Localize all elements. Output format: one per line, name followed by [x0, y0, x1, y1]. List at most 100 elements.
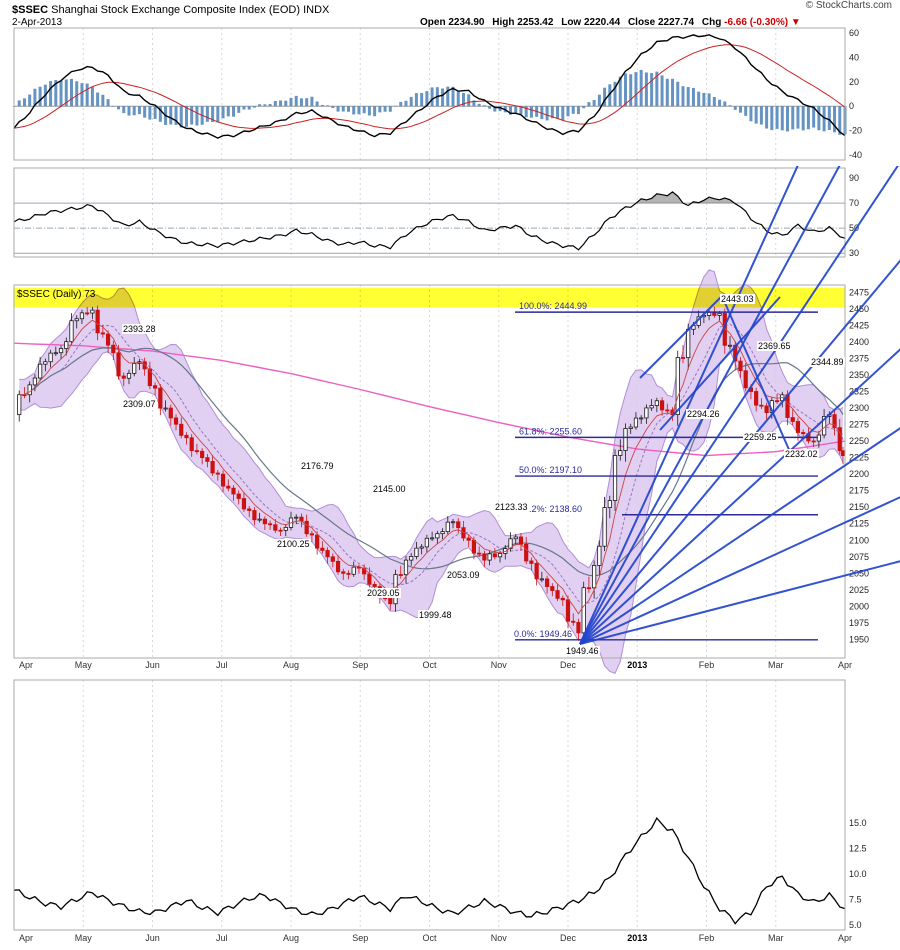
macd-histogram-bar — [576, 106, 580, 115]
macd-histogram-bar — [305, 98, 309, 107]
macd-histogram-bar — [738, 106, 742, 113]
macd-histogram-bar — [723, 101, 727, 107]
candle-body — [173, 417, 179, 425]
macd-histogram-bar — [237, 106, 241, 113]
candle-body — [456, 521, 461, 529]
open-label: Open — [420, 17, 446, 28]
candle-body — [200, 450, 205, 459]
volatility-line — [13, 816, 846, 925]
y-axis-label: 15.0 — [849, 818, 867, 828]
macd-histogram-bar — [822, 106, 826, 132]
candle-body — [607, 500, 612, 508]
index-type: INDX — [303, 4, 330, 16]
macd-histogram-bar — [759, 106, 763, 125]
macd-histogram-bar — [137, 106, 141, 115]
candle-body — [633, 417, 639, 428]
fan-trendline — [579, 348, 900, 645]
x-axis-label: May — [75, 660, 93, 670]
macd-histogram-bar — [373, 106, 377, 117]
x-axis-label: May — [75, 933, 93, 943]
candle-body — [586, 587, 592, 590]
candle-body — [58, 348, 64, 354]
candle-body — [85, 312, 90, 315]
rsi-overbought-fill — [636, 191, 735, 204]
bollinger-upper — [19, 269, 844, 569]
candle-body — [743, 370, 748, 389]
macd-histogram-bar — [414, 93, 418, 107]
x-axis-label: Apr — [838, 933, 852, 943]
candle-body — [32, 377, 38, 386]
x-axis-label: Dec — [560, 933, 577, 943]
macd-histogram-bar — [341, 106, 345, 112]
macd-histogram-bar — [315, 101, 319, 107]
macd-histogram-bar — [101, 94, 105, 107]
candle-body — [257, 518, 262, 521]
macd-histogram-bar — [754, 106, 758, 124]
candle-body — [351, 566, 356, 575]
macd-histogram-bar — [273, 100, 277, 107]
candle-body — [435, 533, 440, 539]
candle-body — [335, 560, 341, 573]
macd-histogram-bar — [524, 106, 528, 118]
candle-body — [215, 472, 220, 475]
fan-trendline — [579, 166, 799, 645]
macd-histogram-bar — [451, 86, 455, 107]
candle-body — [759, 404, 764, 407]
macd-histogram-bar — [509, 106, 513, 115]
macd-histogram-bar — [64, 79, 68, 107]
fan-trendline — [579, 259, 900, 645]
candle-body — [801, 432, 806, 435]
macd-histogram-bar — [75, 81, 79, 107]
candle-body — [210, 461, 215, 474]
macd-histogram-bar — [446, 86, 450, 107]
macd-histogram-bar — [268, 104, 272, 107]
y-axis-label: 60 — [849, 28, 859, 38]
y-axis-label: 2075 — [849, 552, 869, 562]
candle-body — [654, 400, 659, 406]
macd-histogram-bar — [618, 76, 622, 107]
candle-body — [450, 521, 456, 524]
x-axis-label: Nov — [491, 660, 508, 670]
candle-body — [717, 313, 722, 316]
candle-body — [518, 536, 524, 545]
trendline-overlay — [579, 166, 900, 645]
macd-histogram-bar — [153, 106, 157, 119]
candle-body — [665, 409, 670, 412]
candle-body — [278, 529, 283, 532]
candle-body — [550, 586, 555, 591]
price-annotation: 1999.48 — [418, 610, 453, 620]
candle-body — [560, 597, 565, 601]
macd-histogram-bar — [96, 92, 100, 107]
price-annotation: 2309.07 — [122, 399, 157, 409]
candle-body — [419, 546, 424, 549]
macd-histogram-bar — [702, 92, 706, 107]
candle-body — [17, 394, 22, 416]
candle-body — [581, 587, 586, 634]
candle-body — [727, 344, 733, 347]
panel-border — [13, 284, 846, 659]
macd-histogram-bar — [59, 80, 63, 107]
high-value: 2253.42 — [517, 17, 554, 28]
ma200-line — [13, 342, 846, 457]
y-axis-label: 2025 — [849, 585, 869, 595]
y-axis-label: 2400 — [849, 337, 869, 347]
candle-body — [273, 524, 278, 531]
candle-body — [576, 621, 581, 634]
macd-histogram-bar — [310, 96, 314, 107]
candle-body — [189, 437, 194, 452]
macd-histogram-bar — [331, 106, 335, 109]
candle-body — [555, 590, 560, 599]
chg-label: Chg — [701, 17, 722, 28]
x-axis-label: Apr — [838, 660, 852, 670]
candle-body — [686, 328, 691, 359]
candle-body — [69, 320, 74, 343]
candle-body — [832, 414, 837, 429]
macd-histogram-bar — [388, 106, 392, 112]
fan-trendline — [579, 496, 900, 645]
macd-histogram-bar — [179, 106, 183, 128]
low-value: 2220.44 — [584, 17, 621, 28]
pattern-trendline — [639, 295, 723, 379]
macd-histogram-bar — [749, 106, 753, 122]
macd-histogram-bar — [550, 106, 554, 119]
macd-histogram-bar — [299, 98, 303, 107]
